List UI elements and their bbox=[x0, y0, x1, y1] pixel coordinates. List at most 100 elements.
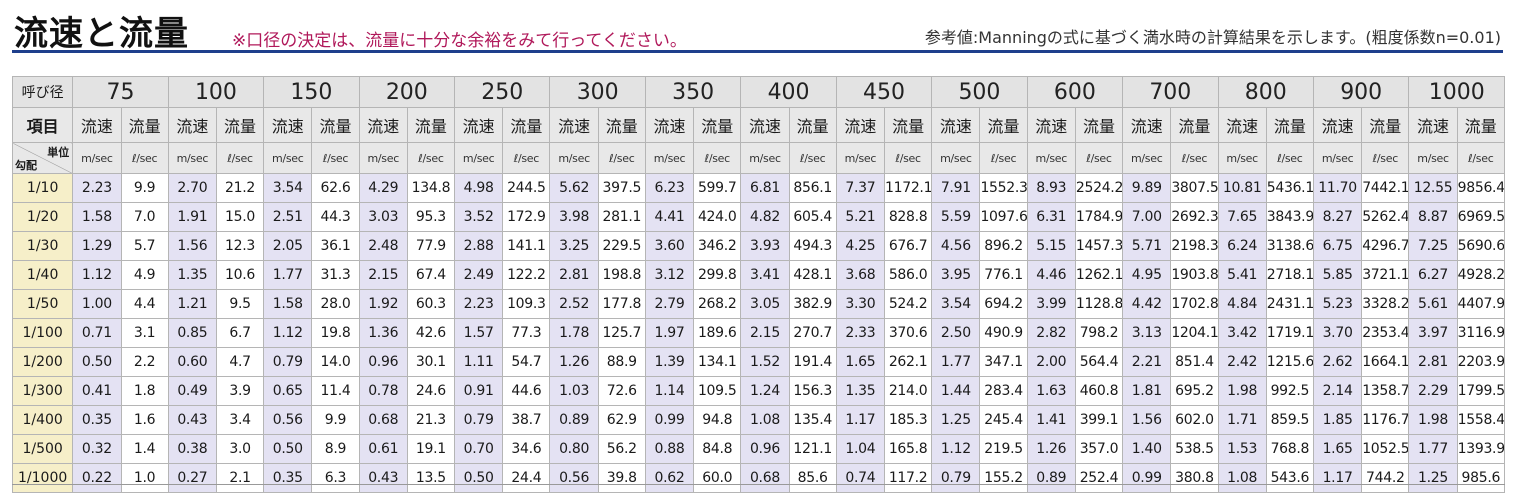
velocity-cell: 7.91 bbox=[931, 173, 981, 203]
flow-cell: 3138.6 bbox=[1265, 231, 1314, 261]
flow-cell: 122.2 bbox=[502, 260, 551, 290]
item-label: 項目 bbox=[11, 107, 74, 143]
velocity-header: 流速 bbox=[167, 107, 217, 143]
velocity-cell: 1.63 bbox=[1026, 376, 1076, 406]
velocity-cell: 4.82 bbox=[740, 202, 790, 232]
velocity-header: 流速 bbox=[1217, 107, 1267, 143]
flow-cell: 2.2 bbox=[120, 347, 169, 377]
flow-cell: 6969.5 bbox=[1456, 202, 1506, 232]
flow-cell: 490.9 bbox=[979, 318, 1028, 348]
flow-cell: 1176.7 bbox=[1361, 405, 1410, 435]
table-row: 1/300 0.41 1.8 0.49 3.9 0.65 11.4 0.78 24.6 0.91 4… bbox=[11, 376, 1506, 406]
flow-cell: 60.0 bbox=[693, 463, 742, 493]
unit-header-row: 単位 勾配 m/sec ℓ/sec m/sec ℓ/sec m/sec ℓ/sec m/se… bbox=[11, 142, 1506, 174]
velocity-cell: 1.12 bbox=[263, 318, 313, 348]
velocity-cell: 5.85 bbox=[1312, 260, 1363, 290]
flow-cell: 30.1 bbox=[406, 347, 456, 377]
flow-cell: 34.6 bbox=[502, 434, 551, 464]
velocity-header: 流速 bbox=[931, 107, 981, 143]
flow-cell: 281.1 bbox=[597, 202, 646, 232]
velocity-cell: 0.60 bbox=[167, 347, 217, 377]
velocity-cell: 0.43 bbox=[167, 405, 217, 435]
flow-cell: 191.4 bbox=[788, 347, 837, 377]
flow-cell: 56.2 bbox=[597, 434, 646, 464]
flow-cell: 62.6 bbox=[311, 173, 360, 203]
flow-unit: ℓ/sec bbox=[1074, 142, 1124, 174]
velocity-cell: 9.89 bbox=[1122, 173, 1172, 203]
velocity-cell: 1.35 bbox=[167, 260, 217, 290]
velocity-cell: 0.50 bbox=[454, 463, 504, 493]
flow-cell: 94.8 bbox=[693, 405, 742, 435]
flow-unit: ℓ/sec bbox=[502, 142, 551, 174]
velocity-cell: 1.56 bbox=[167, 231, 217, 261]
velocity-cell: 1.08 bbox=[1217, 463, 1267, 493]
flow-cell: 1552.3 bbox=[979, 173, 1028, 203]
velocity-cell: 2.14 bbox=[1312, 376, 1363, 406]
velocity-cell: 4.25 bbox=[835, 231, 886, 261]
flow-cell: 62.9 bbox=[597, 405, 646, 435]
velocity-cell: 1.24 bbox=[740, 376, 790, 406]
velocity-cell: 0.80 bbox=[549, 434, 599, 464]
velocity-cell: 4.46 bbox=[1026, 260, 1076, 290]
flow-header: 流量 bbox=[1456, 107, 1506, 143]
velocity-header: 流速 bbox=[1408, 107, 1458, 143]
flow-cell: 3.1 bbox=[120, 318, 169, 348]
flow-cell: 134.1 bbox=[693, 347, 742, 377]
flow-cell: 54.7 bbox=[502, 347, 551, 377]
velocity-unit: m/sec bbox=[1122, 142, 1172, 174]
velocity-cell: 0.89 bbox=[1026, 463, 1076, 493]
velocity-cell: 3.97 bbox=[1408, 318, 1458, 348]
slope-cell: 1/40 bbox=[11, 260, 74, 290]
diameter-350: 350 bbox=[644, 76, 742, 108]
page-header: 流速と流量 ※口径の決定は、流量に十分な余裕をみて行ってください。 参考値:Ma… bbox=[0, 0, 1515, 60]
velocity-cell: 0.85 bbox=[167, 318, 217, 348]
velocity-cell: 1.65 bbox=[835, 347, 886, 377]
flow-header: 流量 bbox=[120, 107, 169, 143]
flow-cell: 214.0 bbox=[883, 376, 933, 406]
velocity-header: 流速 bbox=[72, 107, 122, 143]
flow-cell: 189.6 bbox=[693, 318, 742, 348]
flow-cell: 67.4 bbox=[406, 260, 456, 290]
flow-cell: 172.9 bbox=[502, 202, 551, 232]
velocity-cell: 0.91 bbox=[454, 376, 504, 406]
velocity-unit: m/sec bbox=[835, 142, 886, 174]
diameter-450: 450 bbox=[835, 76, 933, 108]
velocity-cell: 4.98 bbox=[454, 173, 504, 203]
velocity-unit: m/sec bbox=[263, 142, 313, 174]
flow-cell: 695.2 bbox=[1170, 376, 1219, 406]
slope-cell: 1/100 bbox=[11, 318, 74, 348]
velocity-unit: m/sec bbox=[72, 142, 122, 174]
velocity-cell: 3.30 bbox=[835, 289, 886, 319]
velocity-cell: 3.13 bbox=[1122, 318, 1172, 348]
flow-cell: 676.7 bbox=[883, 231, 933, 261]
flow-unit: ℓ/sec bbox=[120, 142, 169, 174]
velocity-cell: 3.70 bbox=[1312, 318, 1363, 348]
velocity-cell: 4.56 bbox=[931, 231, 981, 261]
velocity-cell: 5.15 bbox=[1026, 231, 1076, 261]
velocity-header: 流速 bbox=[454, 107, 504, 143]
velocity-cell: 4.41 bbox=[644, 202, 695, 232]
velocity-cell: 1.81 bbox=[1122, 376, 1172, 406]
velocity-cell: 0.41 bbox=[72, 376, 122, 406]
velocity-cell: 3.05 bbox=[740, 289, 790, 319]
flow-cell: 229.5 bbox=[597, 231, 646, 261]
diameter-800: 800 bbox=[1217, 76, 1314, 108]
flow-cell: 84.8 bbox=[693, 434, 742, 464]
velocity-cell: 2.48 bbox=[358, 231, 408, 261]
flow-cell: 13.5 bbox=[406, 463, 456, 493]
flow-unit: ℓ/sec bbox=[597, 142, 646, 174]
flow-cell: 15.0 bbox=[215, 202, 265, 232]
flow-cell: 1784.9 bbox=[1074, 202, 1124, 232]
flow-cell: 109.5 bbox=[693, 376, 742, 406]
flow-header: 流量 bbox=[597, 107, 646, 143]
velocity-unit: m/sec bbox=[167, 142, 217, 174]
flow-cell: 3.4 bbox=[215, 405, 265, 435]
velocity-cell: 1.98 bbox=[1217, 376, 1267, 406]
flow-cell: 9.9 bbox=[120, 173, 169, 203]
flow-cell: 3328.2 bbox=[1361, 289, 1410, 319]
flow-cell: 1204.1 bbox=[1170, 318, 1219, 348]
velocity-cell: 5.71 bbox=[1122, 231, 1172, 261]
velocity-cell: 1.77 bbox=[263, 260, 313, 290]
flow-cell: 252.4 bbox=[1074, 463, 1124, 493]
table-row: 1/50 1.00 4.4 1.21 9.5 1.58 28.0 1.92 60.3 2.23 10… bbox=[11, 289, 1506, 319]
